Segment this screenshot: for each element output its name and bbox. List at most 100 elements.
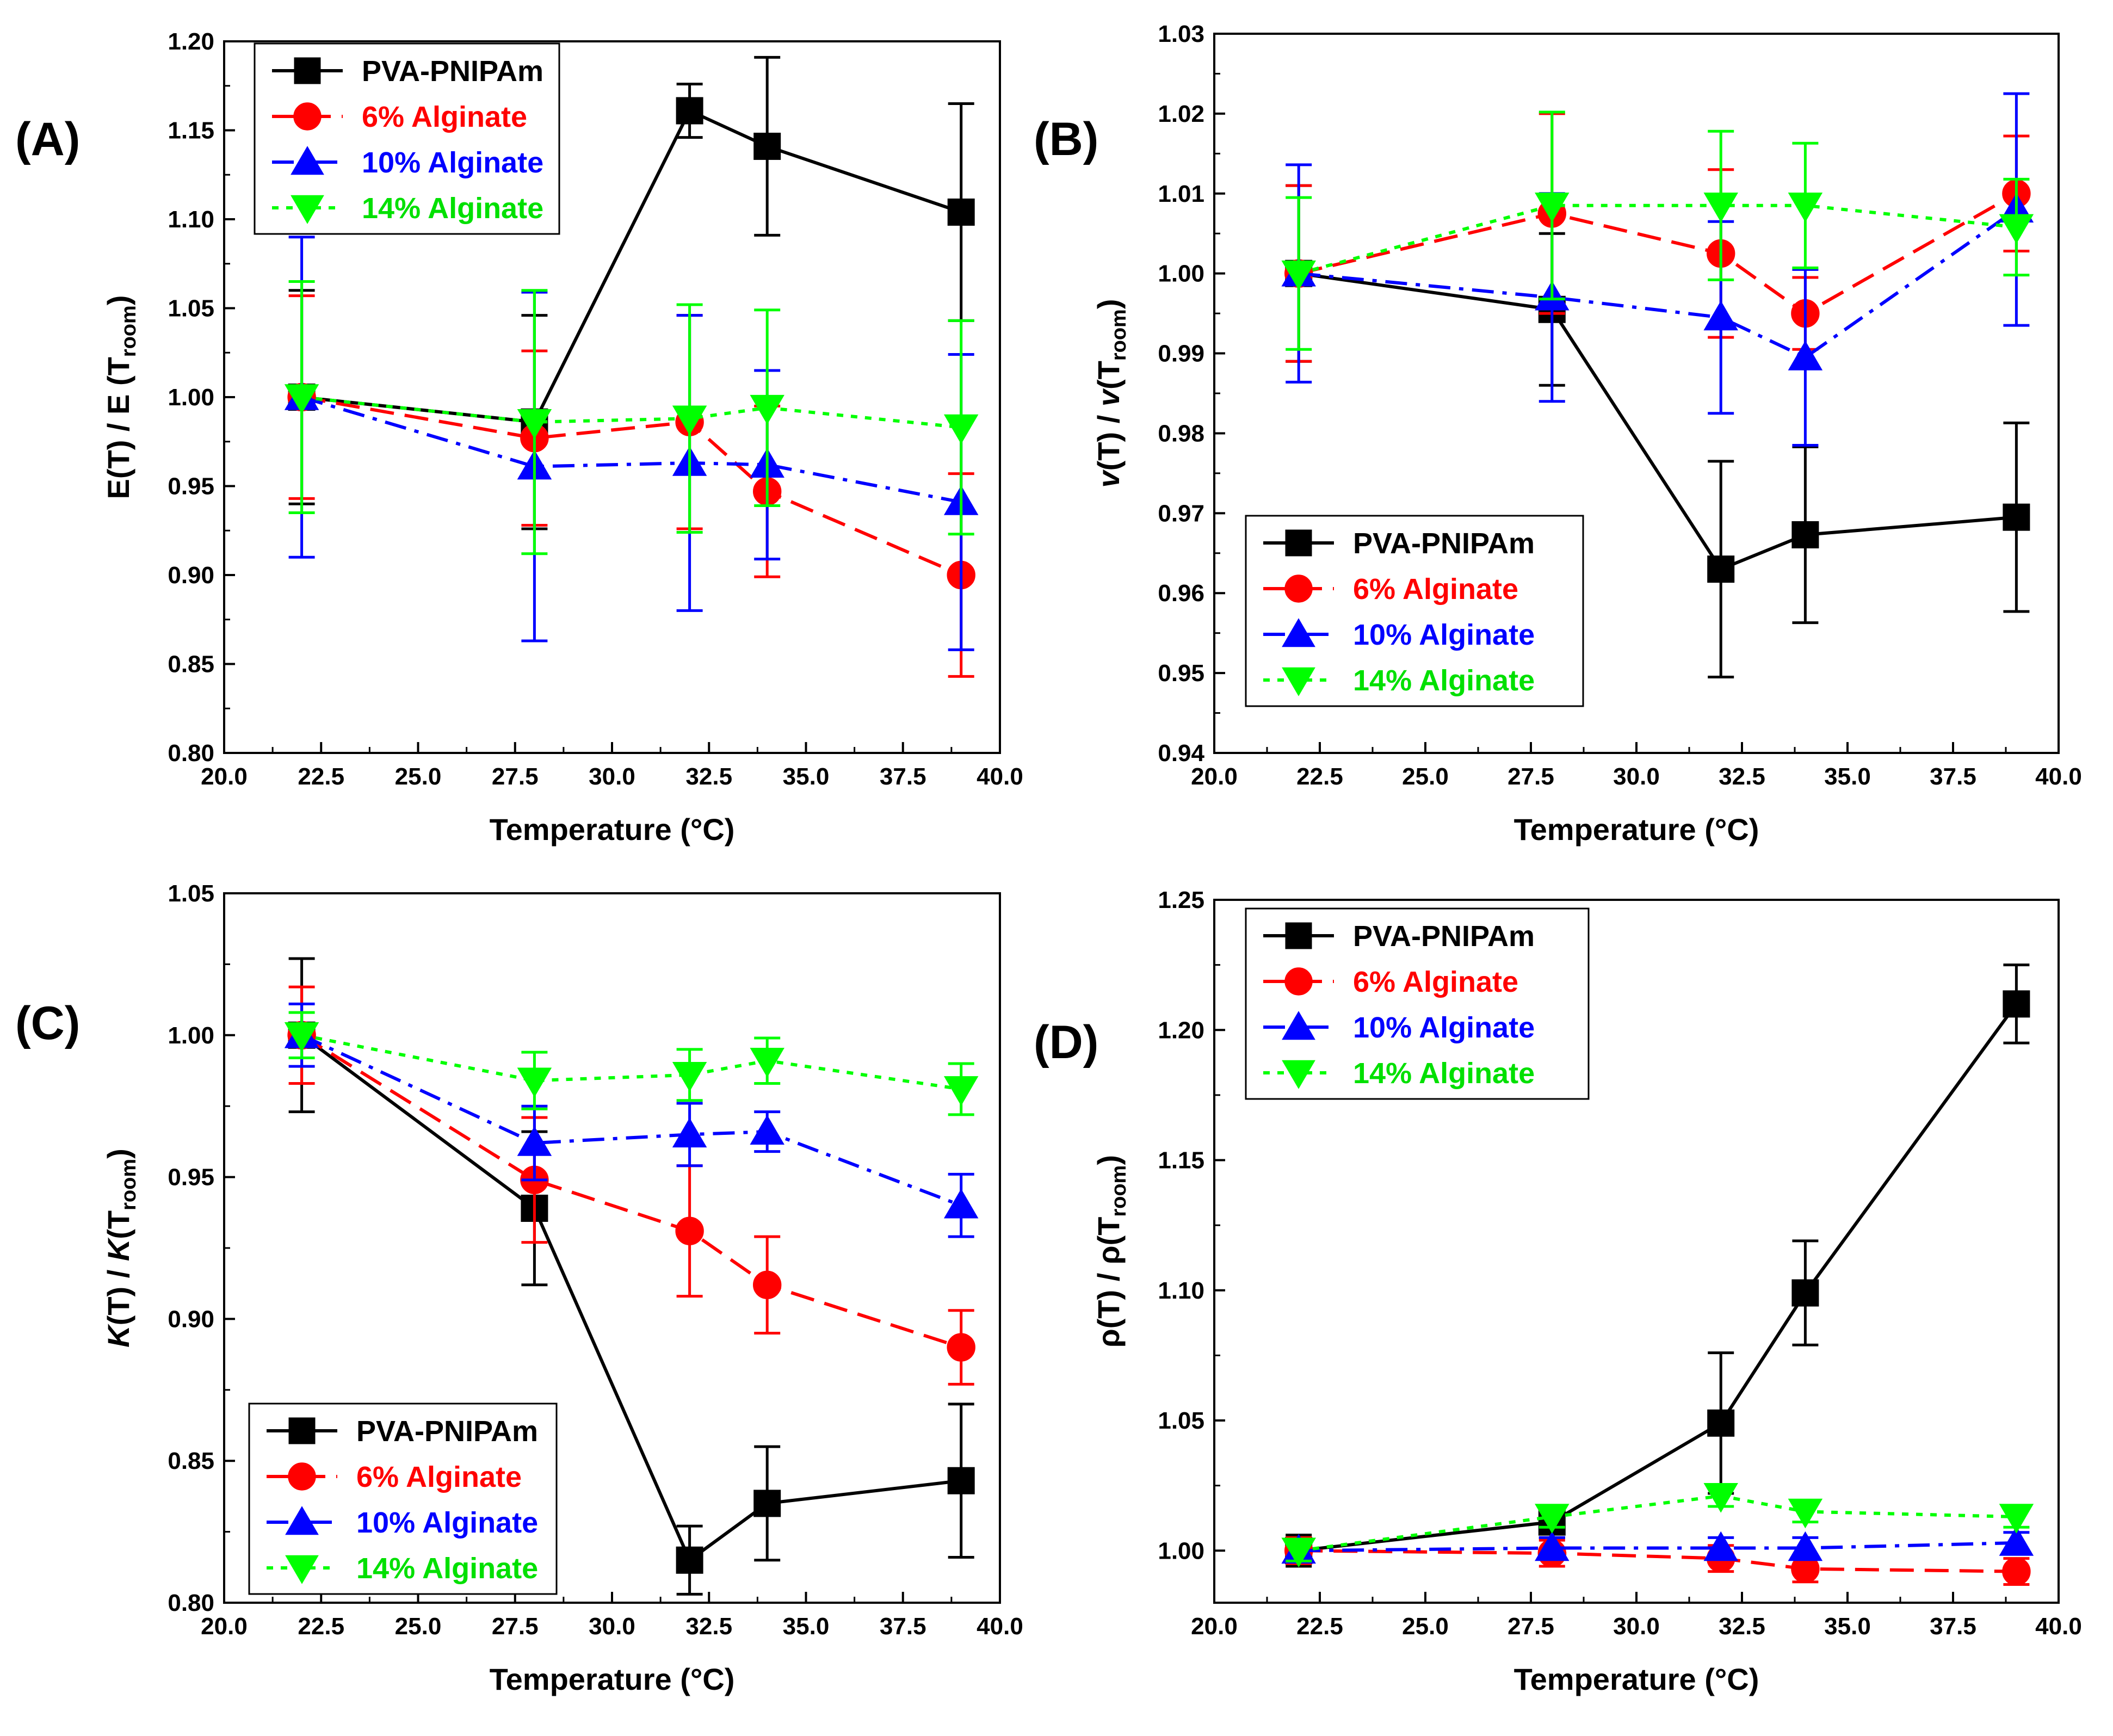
x-tick-label: 30.0 (1613, 763, 1660, 790)
legend-label: 10% Alginate (1353, 619, 1535, 651)
data-point (517, 409, 552, 439)
data-point (1788, 341, 1823, 370)
y-tick-label: 1.05 (1158, 1407, 1204, 1434)
x-tick-label: 27.5 (1507, 763, 1554, 790)
y-tick-label: 1.00 (1158, 261, 1204, 287)
x-tick-label: 27.5 (492, 1613, 539, 1640)
data-point (750, 1115, 784, 1145)
legend-label: PVA-PNIPAm (1353, 920, 1535, 953)
x-tick-label: 32.5 (685, 1613, 732, 1640)
y-title-symbol: v (1091, 469, 1126, 488)
legend-marker (1285, 922, 1312, 949)
data-point (2002, 1557, 2031, 1586)
data-point (1703, 300, 1738, 331)
x-tick-label: 20.0 (1191, 1613, 1238, 1640)
y-tick-label: 0.90 (168, 562, 214, 589)
data-point (1999, 1526, 2034, 1556)
y-title-sub: room (1108, 1165, 1130, 1217)
x-tick-label: 40.0 (977, 1613, 1023, 1640)
legend-label: PVA-PNIPAm (1353, 527, 1535, 560)
data-point (1999, 1504, 2034, 1534)
legend-marker (294, 57, 321, 84)
legend-label: 6% Alginate (1353, 966, 1518, 998)
data-point (672, 1062, 707, 1092)
y-tick-label: 0.96 (1158, 580, 1204, 607)
data-point (1791, 1279, 1819, 1307)
x-tick-label: 35.0 (1824, 763, 1871, 790)
y-tick-label: 0.95 (168, 473, 214, 500)
y-title-tail: ) (101, 295, 135, 306)
x-tick-label: 32.5 (1719, 763, 1765, 790)
y-tick-label: 0.94 (1158, 740, 1204, 767)
data-point (2003, 990, 2030, 1018)
legend-marker (1282, 1060, 1315, 1089)
y-title-tail: ) (1091, 299, 1126, 309)
legend: PVA-PNIPAm 6% Alginate 10% Alginate 14% Alg… (1245, 515, 1584, 707)
x-tick-label: 27.5 (492, 763, 539, 790)
data-point (753, 1270, 782, 1300)
y-tick-label: 0.95 (1158, 660, 1204, 687)
series-14-alginate (284, 1011, 979, 1116)
y-title-main: (T (101, 1210, 135, 1239)
y-tick-label: 1.25 (1158, 887, 1204, 913)
x-tick-label: 35.0 (783, 1613, 830, 1640)
plot-area (284, 55, 979, 678)
x-tick-label: 22.5 (298, 1613, 344, 1640)
data-point (753, 1490, 781, 1517)
data-point (672, 405, 707, 436)
y-tick-label: 1.05 (168, 880, 214, 907)
x-tick-label: 25.0 (1402, 1613, 1449, 1640)
legend: PVA-PNIPAm 6% Alginate 10% Alginate 14% Alg… (254, 42, 560, 235)
data-point (284, 1022, 319, 1052)
y-tick-label: 1.20 (168, 28, 214, 55)
data-point (1535, 1504, 1570, 1534)
y-tick-label: 1.01 (1158, 181, 1204, 207)
y-title-symbol: ρ (1091, 1246, 1126, 1265)
y-tick-label: 1.03 (1158, 21, 1204, 47)
legend-label: 10% Alginate (356, 1506, 538, 1539)
data-point (753, 132, 781, 160)
data-point (1703, 1531, 1738, 1561)
x-tick-label: 30.0 (589, 1613, 635, 1640)
data-point (1999, 214, 2034, 244)
legend-label: 14% Alginate (1353, 664, 1535, 697)
plot-area (1281, 92, 2034, 678)
y-tick-label: 1.10 (168, 206, 214, 233)
series-14-alginate (1281, 110, 2034, 351)
legend-label: 10% Alginate (362, 146, 543, 179)
y-tick-label: 1.20 (1158, 1017, 1204, 1043)
y-title-sub: room (118, 305, 140, 357)
data-point (750, 1047, 784, 1078)
y-tick-label: 1.00 (1158, 1537, 1204, 1564)
y-tick-label: 0.85 (168, 651, 214, 678)
legend-label: 6% Alginate (356, 1461, 522, 1493)
y-tick-label: 0.80 (168, 1590, 214, 1616)
y-tick-label: 1.00 (168, 1022, 214, 1049)
x-tick-label: 27.5 (1507, 1613, 1554, 1640)
legend-marker (291, 195, 324, 224)
y-axis-title: v(T) / v(Troom) (1091, 299, 1130, 487)
legend-marker (1285, 529, 1312, 557)
x-axis-title: Temperature (°C) (490, 1662, 735, 1696)
y-title-symbol: ρ (1091, 1329, 1126, 1348)
y-title-main: (T) / (1091, 1264, 1126, 1329)
legend-marker (1282, 667, 1315, 696)
y-title-sub: room (1108, 309, 1130, 361)
series-14-alginate (1281, 1483, 2034, 1568)
y-title-tail: ) (1091, 1155, 1126, 1165)
data-point (672, 1117, 707, 1148)
y-title-main: (T (1091, 1217, 1126, 1246)
legend-label: 6% Alginate (1353, 573, 1518, 606)
chart-panel-d: (D) 20.0 22.5 25.0 27.5 30.0 32.5 35.0 37.5 40.0 1… (1034, 887, 2082, 1696)
data-point (2003, 503, 2030, 531)
data-point (1281, 1537, 1316, 1568)
y-tick-label: 1.15 (1158, 1147, 1204, 1174)
legend-marker (1282, 618, 1315, 647)
data-point (1788, 193, 1823, 223)
legend-label: 14% Alginate (362, 192, 543, 225)
legend-marker (288, 1417, 316, 1444)
x-tick-label: 37.5 (1930, 1613, 1976, 1640)
data-point (284, 384, 319, 414)
legend-marker (285, 1555, 319, 1584)
data-point (517, 1126, 552, 1156)
